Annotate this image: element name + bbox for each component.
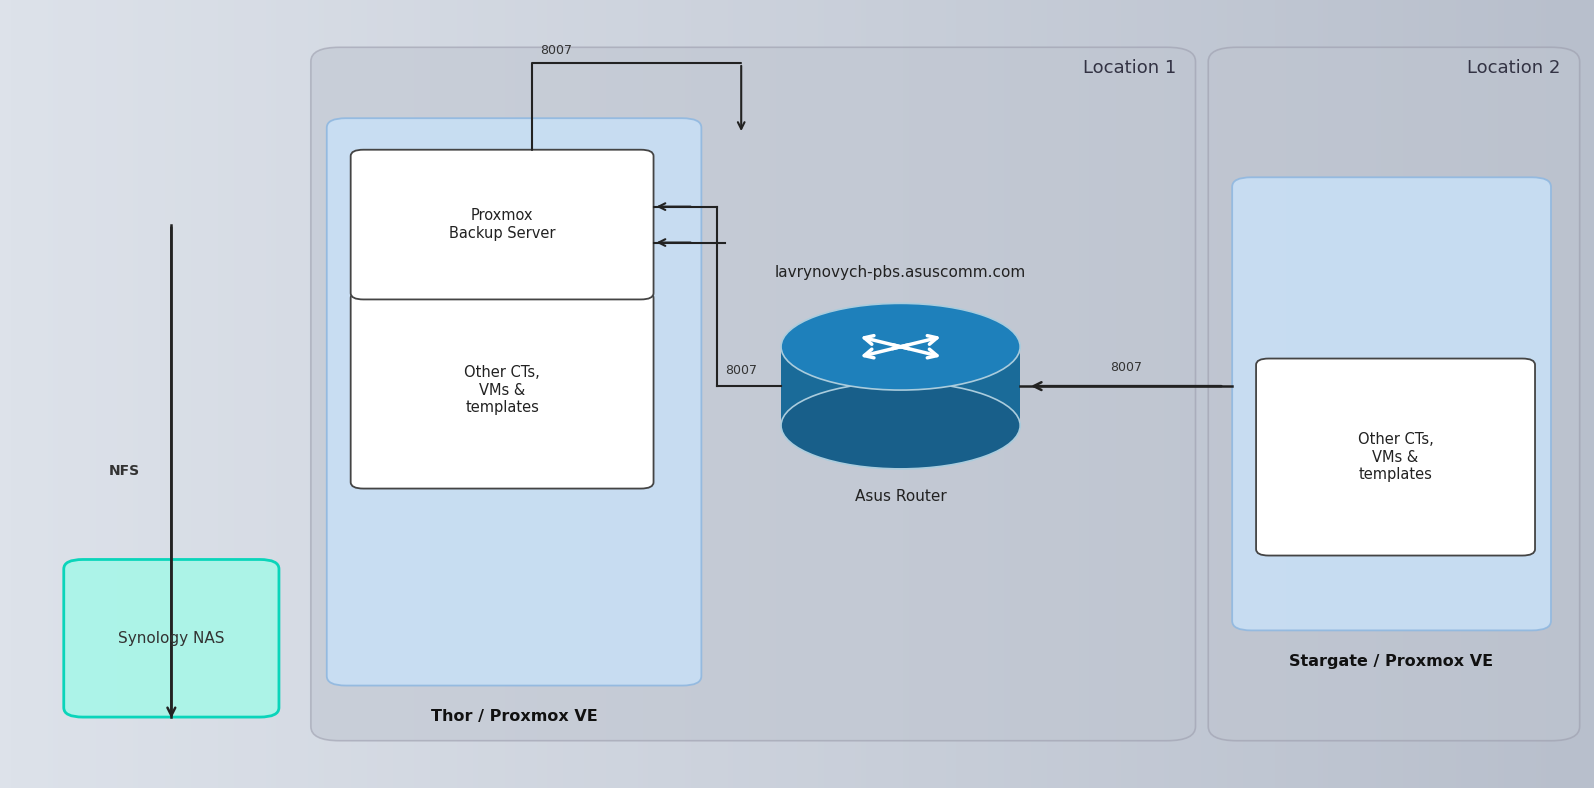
Text: Other CTs,
VMs &
templates: Other CTs, VMs & templates (464, 365, 540, 415)
FancyBboxPatch shape (351, 292, 654, 489)
Text: Proxmox
Backup Server: Proxmox Backup Server (450, 208, 555, 241)
Text: NFS: NFS (108, 464, 140, 478)
Ellipse shape (781, 303, 1020, 390)
Text: Other CTs,
VMs &
templates: Other CTs, VMs & templates (1358, 432, 1433, 482)
Text: Thor / Proxmox VE: Thor / Proxmox VE (430, 709, 598, 724)
FancyBboxPatch shape (1256, 359, 1535, 556)
Text: Synology NAS: Synology NAS (118, 630, 225, 646)
Text: 8007: 8007 (725, 364, 757, 377)
FancyBboxPatch shape (351, 150, 654, 299)
Ellipse shape (781, 382, 1020, 469)
FancyBboxPatch shape (327, 118, 701, 686)
Text: Location 2: Location 2 (1466, 59, 1561, 77)
Text: Stargate / Proxmox VE: Stargate / Proxmox VE (1290, 654, 1494, 669)
Text: 8007: 8007 (540, 44, 572, 57)
Text: Location 1: Location 1 (1082, 59, 1176, 77)
FancyBboxPatch shape (1208, 47, 1580, 741)
FancyBboxPatch shape (64, 559, 279, 717)
Bar (781, 347, 1020, 426)
FancyBboxPatch shape (311, 47, 1195, 741)
FancyBboxPatch shape (1232, 177, 1551, 630)
Text: lavrynovych-pbs.asuscomm.com: lavrynovych-pbs.asuscomm.com (775, 265, 1027, 280)
Text: 8007: 8007 (1109, 362, 1143, 374)
Text: Asus Router: Asus Router (854, 489, 947, 504)
